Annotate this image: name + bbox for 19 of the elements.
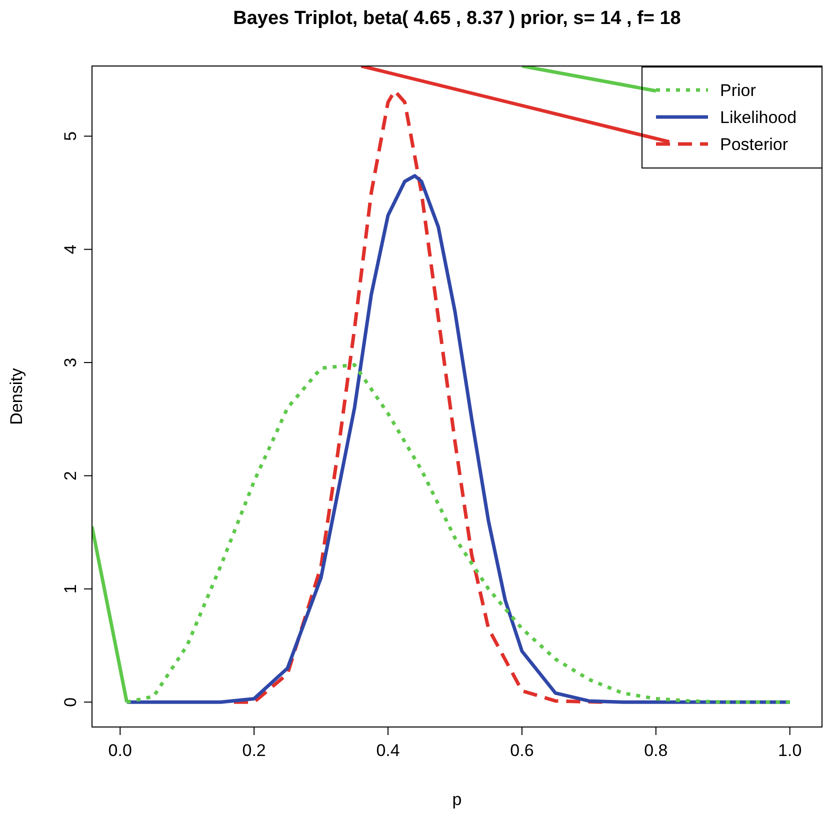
y-tick-label: 2 xyxy=(61,470,80,480)
x-axis-title: p xyxy=(452,790,462,809)
x-tick-label: 0.6 xyxy=(510,741,534,760)
y-tick-label: 0 xyxy=(61,697,80,707)
x-tick-label: 0.4 xyxy=(376,741,400,760)
legend-label: Prior xyxy=(720,81,756,100)
y-tick-label: 1 xyxy=(61,584,80,594)
x-tick-label: 1.0 xyxy=(778,741,802,760)
y-tick-label: 3 xyxy=(61,358,80,368)
legend-label: Posterior xyxy=(720,135,788,154)
x-tick-label: 0.0 xyxy=(108,741,132,760)
chart-title: Bayes Triplot, beta( 4.65 , 8.37 ) prior, s= 14 , f= 18 xyxy=(233,8,681,29)
x-tick-label: 0.8 xyxy=(644,741,668,760)
y-tick-label: 4 xyxy=(61,244,80,254)
y-tick-label: 5 xyxy=(61,131,80,141)
line-series xyxy=(232,89,604,704)
x-tick-label: 0.2 xyxy=(242,741,266,760)
y-axis-title: Density xyxy=(7,368,26,425)
legend-label: Likelihood xyxy=(720,108,797,127)
